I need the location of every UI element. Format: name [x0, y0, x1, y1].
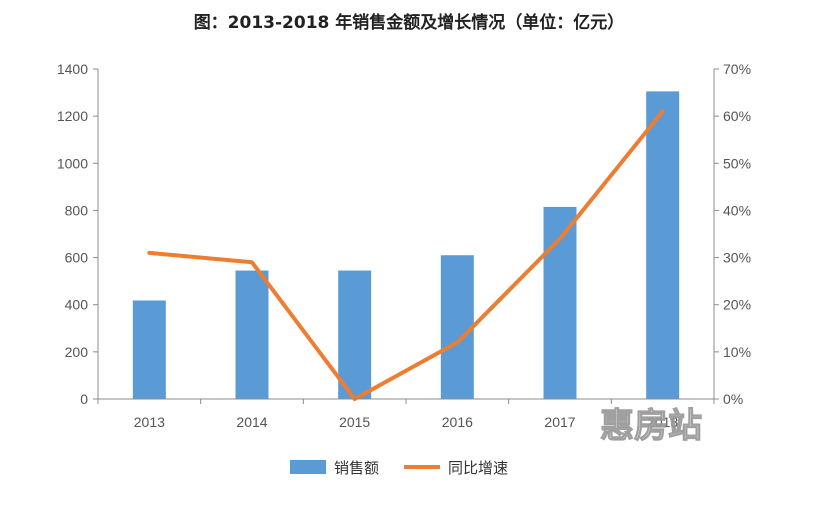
- y-right-tick-label: 10%: [723, 344, 751, 360]
- y-right-tick-label: 20%: [723, 297, 751, 313]
- line-growth: [147, 109, 665, 401]
- y-right-tick-label: 0%: [723, 391, 743, 407]
- y-right-tick-label: 60%: [723, 108, 751, 124]
- x-tick-label: 2016: [442, 414, 473, 430]
- y-left-tick-label: 1400: [57, 61, 88, 77]
- y-right-tick-label: 40%: [723, 202, 751, 218]
- legend-label-sales: 销售额: [334, 459, 379, 477]
- bar-2013: [132, 300, 166, 399]
- y-right-tick-label: 70%: [723, 61, 751, 77]
- y-left-tick-label: 400: [65, 297, 89, 313]
- chart-title: 图：2013-2018 年销售金额及增长情况（单位：亿元）: [193, 13, 625, 33]
- x-tick-label: 2018: [647, 414, 678, 430]
- y-left-tick-label: 0: [80, 391, 88, 407]
- x-tick-label: 2013: [134, 414, 165, 430]
- x-tick-label: 2014: [236, 414, 267, 430]
- bar-2018: [646, 91, 680, 400]
- y-right-tick-label: 30%: [723, 250, 751, 266]
- line-series: [147, 109, 665, 401]
- x-tick-label: 2017: [544, 414, 575, 430]
- y-left-tick-label: 1000: [57, 155, 88, 171]
- y-left-tick-label: 600: [65, 250, 89, 266]
- watermark: 惠房站: [600, 406, 702, 446]
- x-tick-label: 2015: [339, 414, 370, 430]
- y-right-tick-label: 50%: [723, 155, 751, 171]
- axes: 0 200 400 600 800 1000 1200 1400 0% 10% 20% 30% 40% 5…: [57, 61, 751, 430]
- bar-2016: [440, 255, 474, 399]
- bar-2015: [338, 270, 372, 399]
- y-left-tick-label: 1200: [57, 108, 88, 124]
- legend-swatch-sales: [290, 460, 326, 474]
- bar-2014: [235, 270, 269, 399]
- y-left-tick-label: 800: [65, 202, 89, 218]
- y-left-tick-label: 200: [65, 344, 89, 360]
- bar-series: [132, 91, 680, 400]
- legend: 销售额 同比增速: [290, 459, 508, 477]
- legend-label-growth: 同比增速: [448, 459, 508, 477]
